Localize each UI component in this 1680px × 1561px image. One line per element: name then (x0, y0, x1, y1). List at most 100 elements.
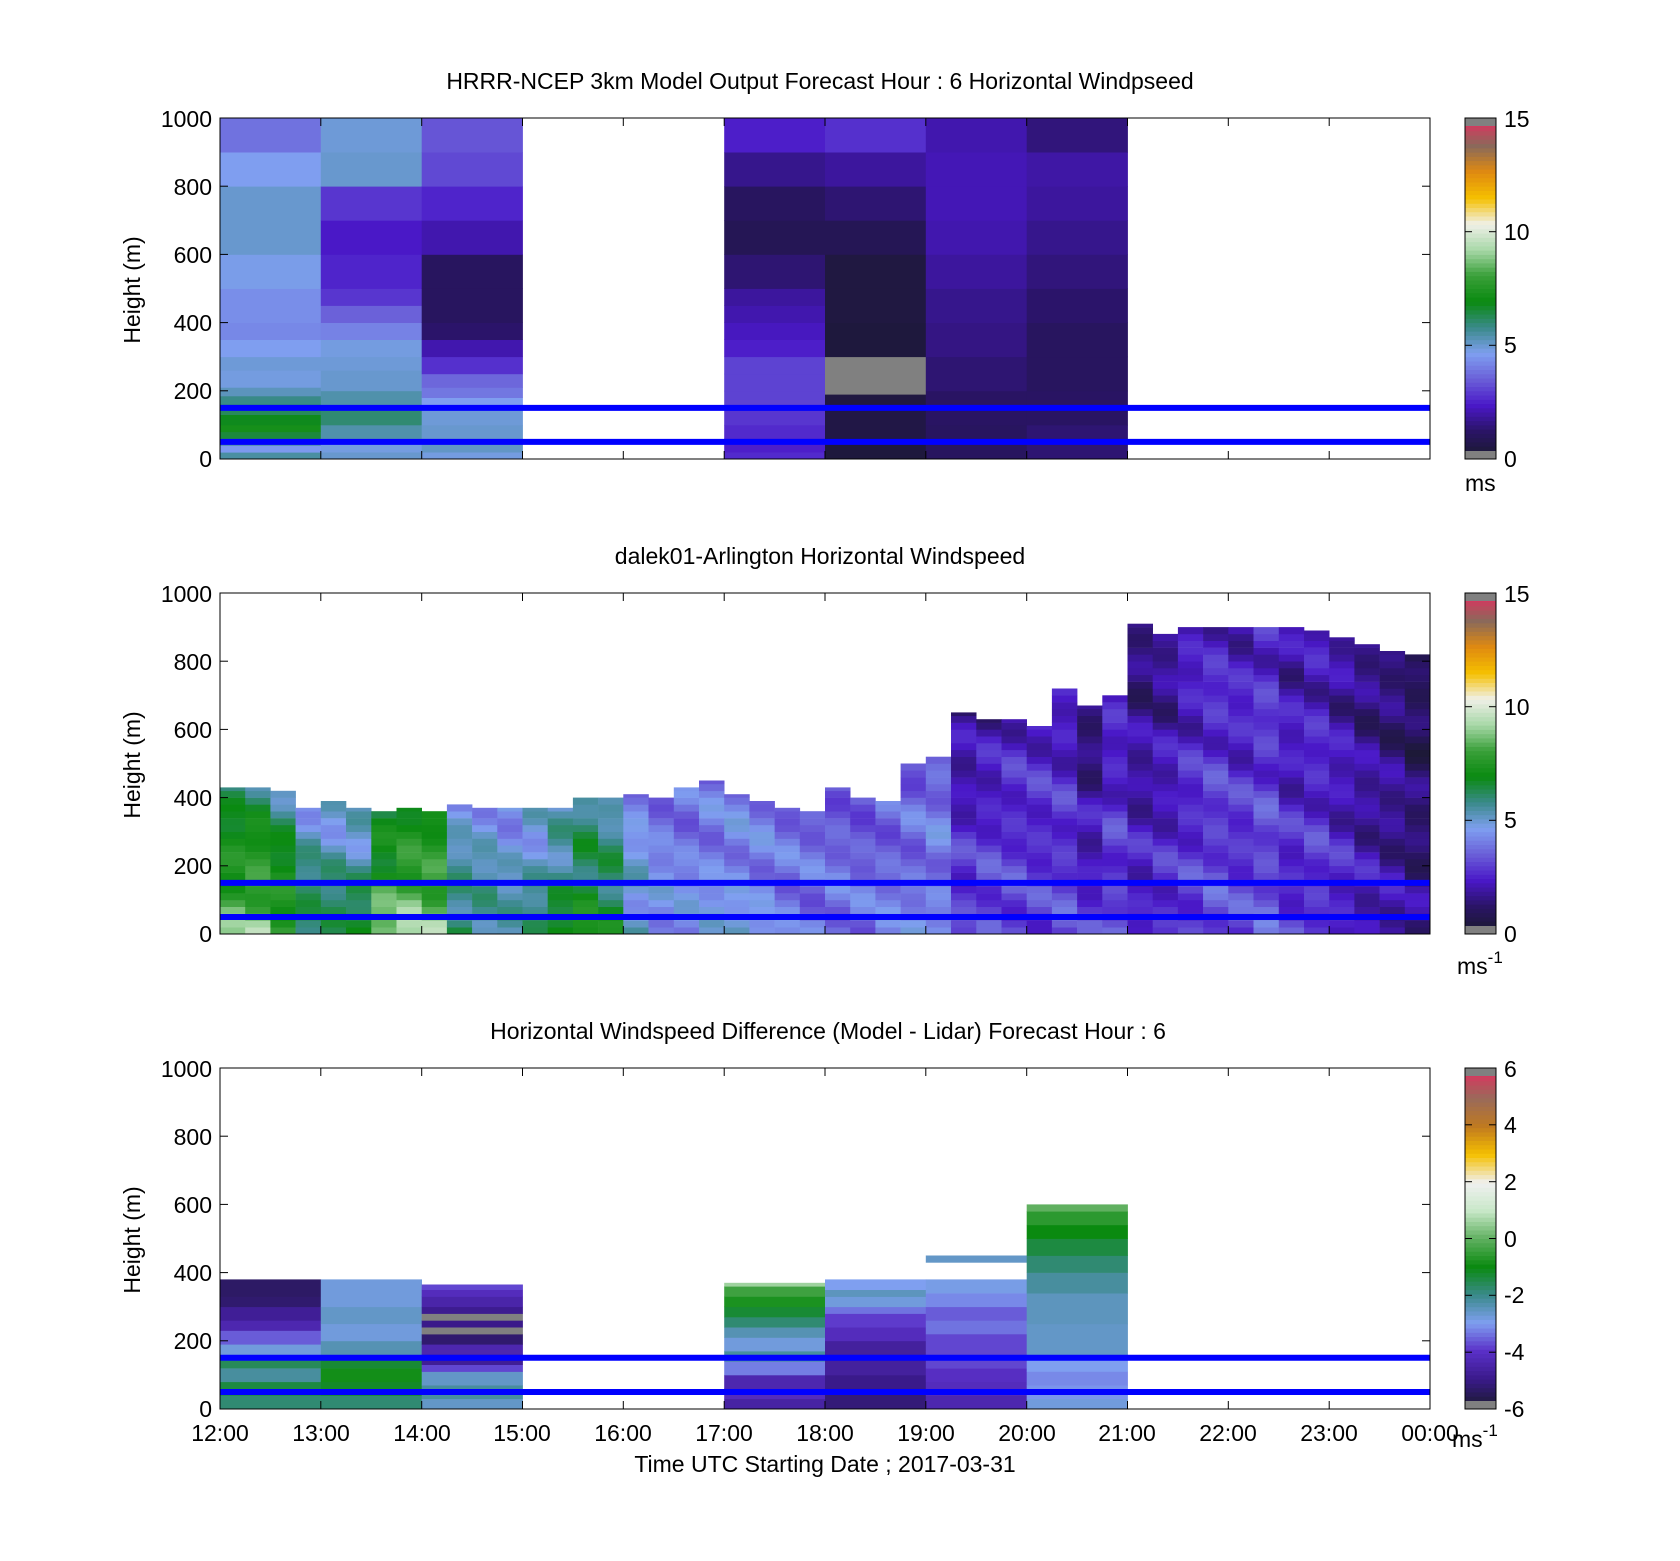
heatmap-cell (925, 865, 952, 873)
colorbar-segment (1465, 1123, 1496, 1129)
heatmap-cell (749, 824, 775, 832)
heatmap-cell (1329, 920, 1355, 928)
heatmap-cell (1404, 824, 1431, 832)
heatmap-cell (1203, 627, 1229, 635)
colorbar-segment (1465, 1315, 1496, 1320)
heatmap-cell (623, 852, 649, 860)
heatmap-cell (648, 859, 674, 867)
heatmap-cell (925, 804, 952, 812)
heatmap-cell (648, 831, 674, 839)
heatmap-cell (925, 322, 1027, 358)
heatmap-cell (1127, 927, 1153, 935)
heatmap-cell (724, 1306, 826, 1318)
colorbar-segment (1465, 1166, 1496, 1171)
heatmap-cell (925, 152, 1027, 187)
heatmap-cell (976, 722, 1002, 730)
heatmap-cell (673, 852, 700, 860)
heatmap-cell (925, 824, 952, 832)
heatmap-cell (825, 1289, 927, 1297)
colorbar-segment (1465, 1340, 1496, 1346)
heatmap-cell (976, 784, 1002, 792)
heatmap-cell (547, 872, 574, 880)
heatmap-cell (1051, 784, 1078, 792)
heatmap-cell (1278, 715, 1305, 723)
heatmap-cell (1354, 708, 1380, 716)
heatmap-cell (925, 886, 952, 894)
heatmap-cell (900, 763, 927, 771)
heatmap-cell (1228, 756, 1254, 764)
heatmap-cell (648, 804, 674, 812)
heatmap-cell (270, 872, 296, 880)
colorbar-segment (1465, 152, 1496, 157)
colorbar-segment (1465, 1225, 1496, 1231)
heatmap-cell (1127, 756, 1153, 764)
heatmap-cell (245, 831, 271, 839)
heatmap-cell (1051, 756, 1078, 764)
heatmap-cell (673, 831, 700, 839)
model-panel: HRRR-NCEP 3km Model Output Forecast Hour… (119, 68, 1530, 496)
heatmap-cell (572, 899, 599, 907)
heatmap-cell (1329, 729, 1355, 737)
heatmap-cell (724, 797, 750, 805)
heatmap-cell (976, 811, 1002, 819)
heatmap-cell (1404, 838, 1431, 846)
y-tick-label: 1000 (161, 1056, 212, 1082)
heatmap-cell (1026, 1272, 1128, 1294)
heatmap-cell (472, 906, 498, 914)
heatmap-cell (1379, 811, 1406, 819)
colorbar-segment (1465, 1387, 1496, 1393)
heatmap-cell (421, 859, 448, 867)
heatmap-cell (1152, 777, 1179, 785)
heatmap-cell (673, 845, 700, 853)
colorbar-segment (1465, 194, 1496, 200)
heatmap-cell (371, 872, 397, 880)
colorbar-segment (1465, 369, 1496, 375)
heatmap-cell (220, 1330, 322, 1345)
heatmap-cell (421, 288, 523, 323)
heatmap-cell (1253, 743, 1279, 751)
heatmap-cell (900, 872, 927, 880)
heatmap-cell (572, 811, 599, 819)
heatmap-cell (320, 1279, 422, 1308)
colorbar-segment (1465, 870, 1496, 875)
heatmap-cell (1203, 845, 1229, 853)
heatmap-cell (1051, 777, 1078, 785)
heatmap-cell (1077, 715, 1103, 723)
colorbar-segment (1465, 1085, 1496, 1090)
heatmap-cell (1026, 838, 1053, 846)
heatmap-cell (1354, 893, 1380, 901)
heatmap-cell (749, 927, 775, 935)
colorbar-segment (1465, 921, 1496, 926)
heatmap-cell (1404, 818, 1431, 826)
heatmap-cell (1354, 886, 1380, 894)
heatmap-cell (1304, 763, 1330, 771)
heatmap-cell (1001, 736, 1027, 744)
heatmap-cell (1228, 770, 1254, 778)
colorbar-segment (1465, 433, 1496, 439)
heatmap-cell (421, 397, 523, 409)
heatmap-cell (1228, 899, 1254, 907)
heatmap-cell (900, 811, 927, 819)
heatmap-cell (724, 424, 826, 439)
heatmap-cell (699, 845, 725, 853)
heatmap-cell (724, 927, 750, 935)
colorbar-segment (1465, 1247, 1496, 1252)
heatmap-cell (1404, 688, 1431, 696)
heatmap-cell (825, 811, 851, 819)
heatmap-cell (799, 831, 826, 839)
x-tick-label: 13:00 (292, 1420, 350, 1446)
heatmap-cell (1001, 831, 1027, 839)
heatmap-cell (673, 790, 700, 798)
heatmap-cell (1404, 811, 1431, 819)
heatmap-cell (825, 1374, 927, 1389)
heatmap-cell (220, 824, 246, 832)
heatmap-cell (1404, 777, 1431, 785)
colorbar-segment (1465, 622, 1496, 628)
colorbar-segment (1465, 703, 1496, 709)
heatmap-cell (673, 787, 700, 792)
heatmap-cell (724, 838, 750, 846)
heatmap-cell (346, 886, 372, 894)
colorbar-segment (1465, 695, 1496, 701)
heatmap-cell (1026, 220, 1128, 255)
colorbar-segment (1465, 1357, 1496, 1363)
